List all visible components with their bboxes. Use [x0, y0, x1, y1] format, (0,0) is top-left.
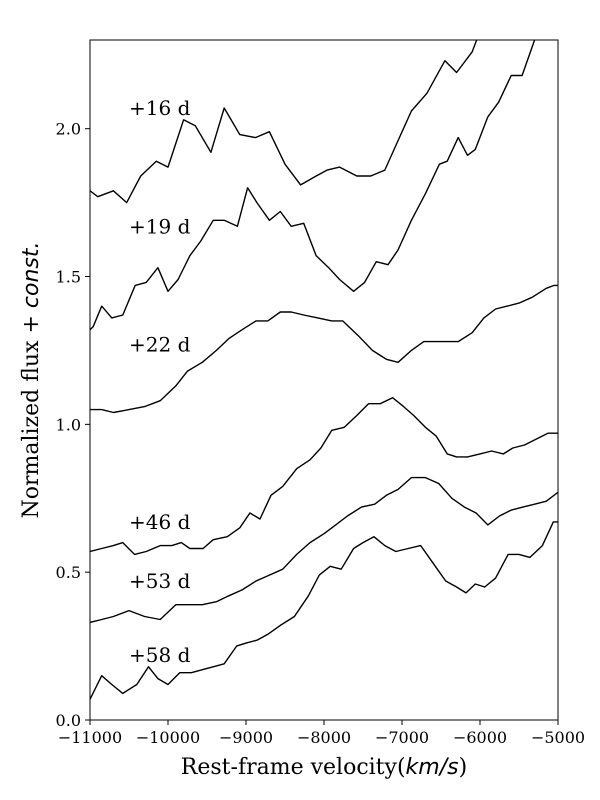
y-tick-label: 1.0 — [56, 415, 81, 434]
x-axis-title-close-paren: ) — [459, 755, 468, 780]
x-tick-label: −5000 — [531, 728, 585, 747]
series-line-3 — [90, 397, 558, 556]
x-axis-title-text: Rest-frame velocity — [181, 755, 398, 780]
y-axis-ticks: 0.0 0.5 1.0 1.5 2.0 — [56, 120, 90, 730]
x-tick-label: −6000 — [453, 728, 507, 747]
x-tick-label: −7000 — [375, 728, 429, 747]
y-axis-title-italic: const. — [19, 241, 44, 308]
series-label-1: +19 d — [129, 214, 191, 238]
y-tick-label: 2.0 — [56, 120, 81, 139]
series-layer — [90, 40, 558, 700]
y-axis-title: Normalized flux + const. — [19, 241, 44, 518]
x-axis-title: Rest-frame velocity(km/s) — [181, 755, 467, 780]
series-line-0 — [90, 40, 478, 204]
y-tick-label: 0.0 — [56, 711, 81, 730]
x-axis-title-open-paren: ( — [397, 755, 406, 780]
x-axis-ticks: −11000 −10000 −9000 −8000 −7000 −6000 −5000 — [58, 720, 585, 747]
series-line-2 — [90, 284, 558, 414]
x-tick-label: −9000 — [219, 728, 273, 747]
x-tick-label: −10000 — [136, 728, 200, 747]
y-tick-label: 1.5 — [56, 268, 81, 287]
plot-area-frame — [89, 39, 559, 721]
series-line-4 — [90, 476, 558, 624]
series-line-1 — [90, 40, 536, 331]
y-axis-title-text: Normalized flux + — [19, 308, 44, 518]
series-label-4: +53 d — [129, 569, 191, 593]
series-label-2: +22 d — [129, 333, 191, 357]
x-axis-title-unit: km/s — [406, 755, 459, 780]
series-label-0: +16 d — [129, 96, 191, 120]
series-label-5: +58 d — [129, 643, 191, 667]
series-label-3: +46 d — [129, 510, 191, 534]
y-tick-label: 0.5 — [56, 563, 81, 582]
x-tick-label: −11000 — [58, 728, 122, 747]
x-tick-label: −8000 — [297, 728, 351, 747]
series-line-5 — [90, 521, 558, 700]
series-labels: +16 d +19 d +22 d +46 d +53 d +58 d — [129, 96, 191, 667]
